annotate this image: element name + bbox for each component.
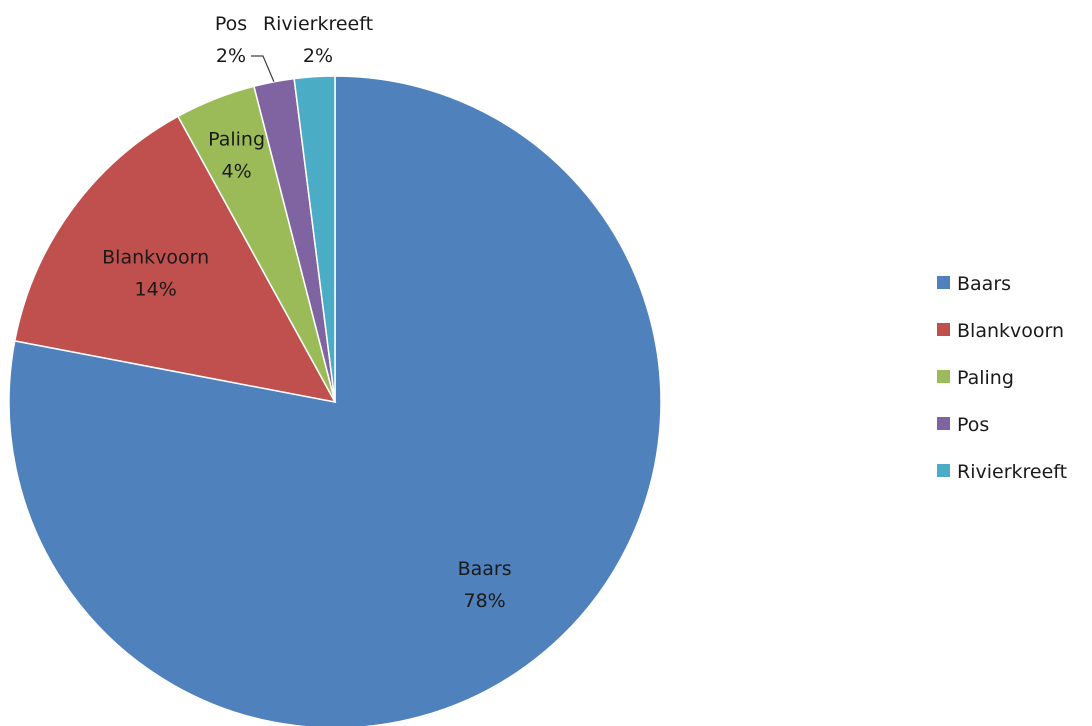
legend-swatch [937,323,950,336]
pie-slices [8,75,662,726]
pie-slice-baars [8,75,662,726]
data-label-category: Paling [208,128,265,150]
data-label-pos: Pos 2% [215,13,247,67]
data-label-category: Rivierkreeft [263,13,373,35]
data-label-blankvoorn: Blankvoorn 14% [102,247,209,301]
data-label-paling: Paling 4% [208,128,265,182]
data-label-baars: Baars 78% [458,558,512,612]
legend-item-baars: Baars [937,273,1011,295]
legend-label: Pos [957,414,989,436]
legend-item-pos: Pos [937,414,989,436]
legend-item-blankvoorn: Blankvoorn [937,320,1064,342]
pie-slice-blankvoorn [13,115,337,404]
data-labels: Baars78%Blankvoorn14%Paling4%Pos2%Rivier… [102,13,511,612]
legend-item-rivierkreeft: Rivierkreeft [937,461,1067,483]
data-label-category: Blankvoorn [102,247,209,269]
legend: Baars Blankvoorn Paling Pos Rivierkreeft [937,273,1067,483]
leader-line-pos [251,55,275,83]
legend-swatch [937,464,950,477]
legend-label: Baars [957,273,1011,295]
data-label-value: 78% [463,590,505,612]
legend-swatch [937,370,950,383]
data-label-value: 4% [222,160,252,182]
pie-slice-rivierkreeft [293,75,336,403]
legend-swatch [937,417,950,430]
data-label-rivierkreeft: Rivierkreeft 2% [263,13,373,67]
data-label-value: 2% [216,45,246,67]
legend-item-paling: Paling [937,367,1014,389]
legend-label: Paling [957,367,1014,389]
data-label-category: Pos [215,13,247,35]
legend-label: Blankvoorn [957,320,1064,342]
legend-swatch [937,276,950,289]
legend-label: Rivierkreeft [957,461,1067,483]
data-label-value: 14% [135,279,177,301]
data-label-category: Baars [458,558,512,580]
data-label-value: 2% [303,45,333,67]
